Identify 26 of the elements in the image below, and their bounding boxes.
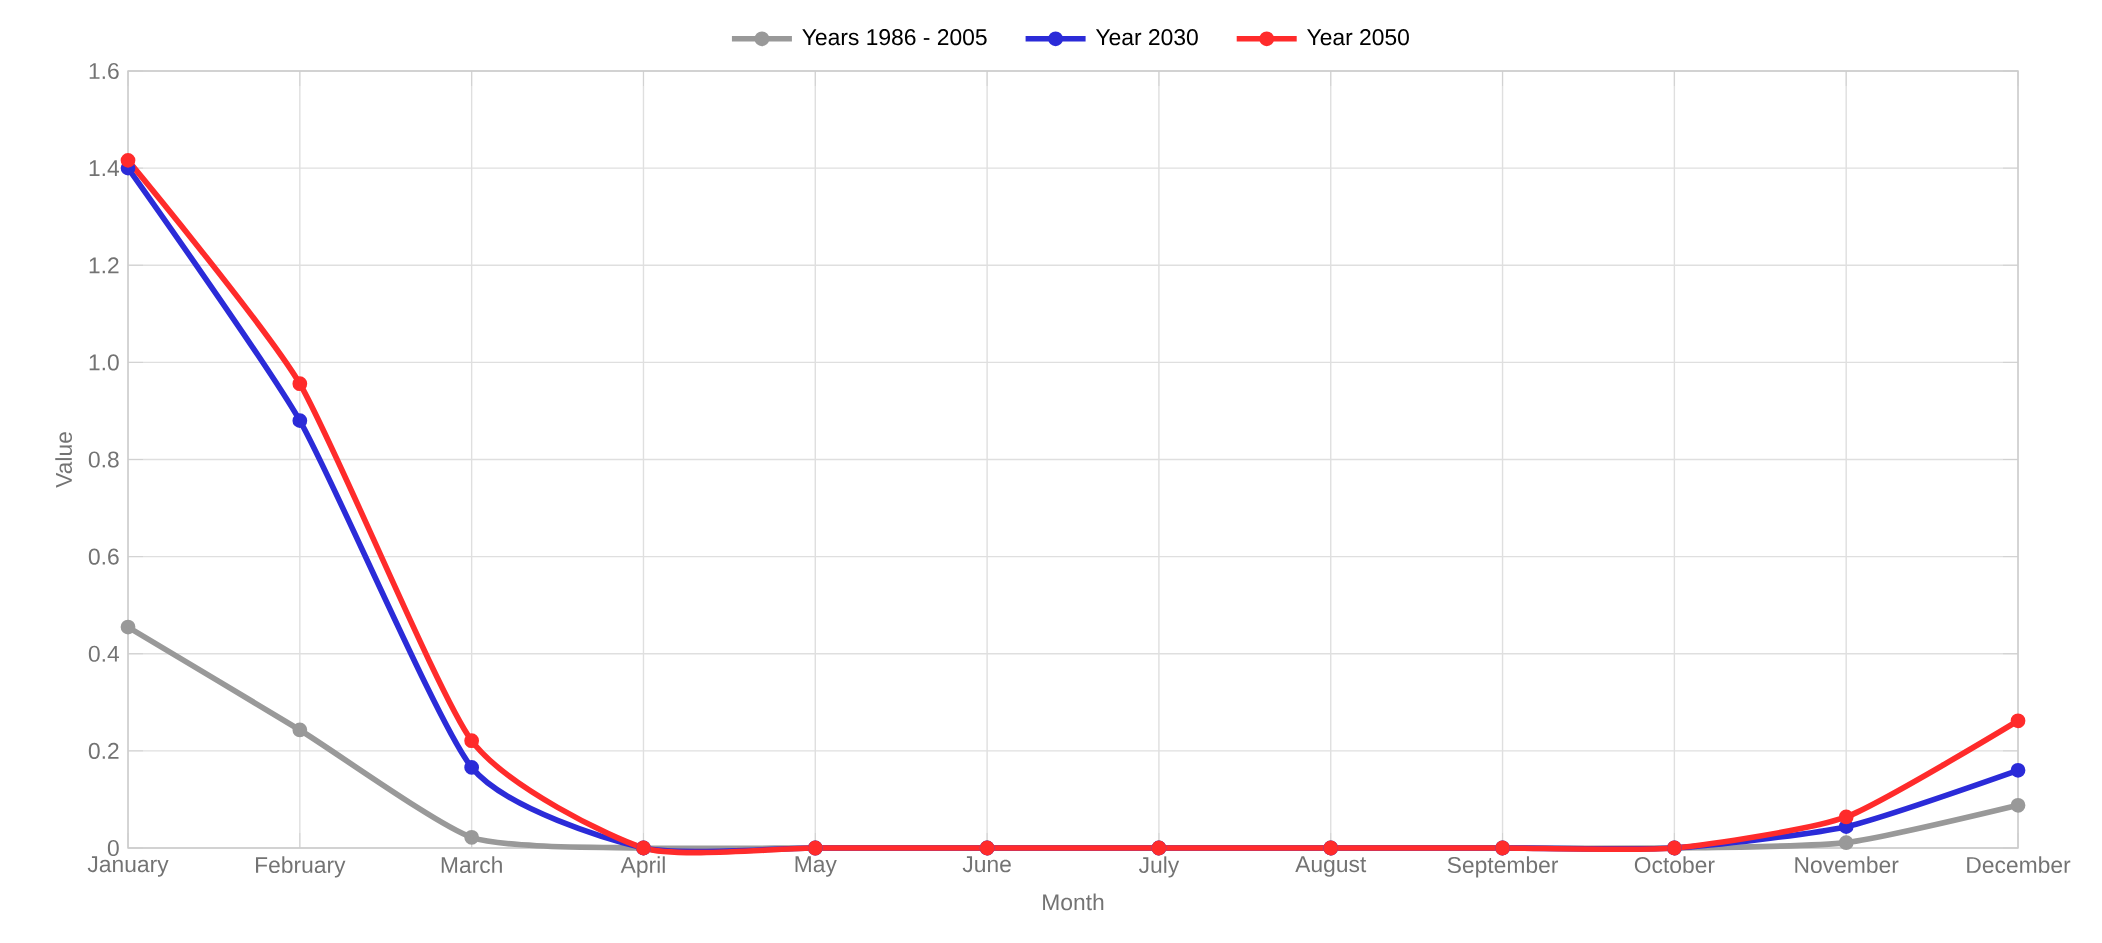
x-tick-label: July [1138, 856, 1180, 878]
x-tick-label: May [795, 856, 837, 877]
y-tick-label: 0.6 [88, 548, 119, 565]
x-tick-label: March [441, 856, 502, 874]
y-axis-title: Value [55, 432, 72, 488]
y-tick-label: 1.4 [89, 160, 120, 176]
y-tick-label: 0 [107, 839, 119, 857]
legend-label: Years 1986 - 2005 [802, 29, 987, 46]
x-tick-label: October [1634, 856, 1715, 874]
y-tick-label: 1.2 [89, 257, 119, 274]
x-tick-label: December [1967, 856, 2071, 874]
y-tick-label: 0.4 [88, 645, 120, 662]
y-tick-label: 0.2 [88, 742, 119, 759]
x-tick-label: February [256, 856, 346, 878]
x-tick-label: November [1795, 856, 1899, 874]
x-axis-title: Month [1043, 893, 1104, 911]
y-tick-label: 1.0 [89, 354, 119, 371]
legend-label: Year 2030 [1095, 29, 1198, 46]
legend-label: Year 2050 [1307, 29, 1409, 46]
x-tick-label: August [1295, 856, 1367, 877]
x-tick-label: January [87, 856, 169, 877]
x-tick-label: September [1447, 856, 1559, 878]
y-tick-label: 0.8 [88, 451, 119, 468]
x-tick-label: April [620, 856, 665, 878]
y-tick-label: 1.6 [89, 62, 119, 80]
x-tick-label: June [962, 856, 1011, 873]
